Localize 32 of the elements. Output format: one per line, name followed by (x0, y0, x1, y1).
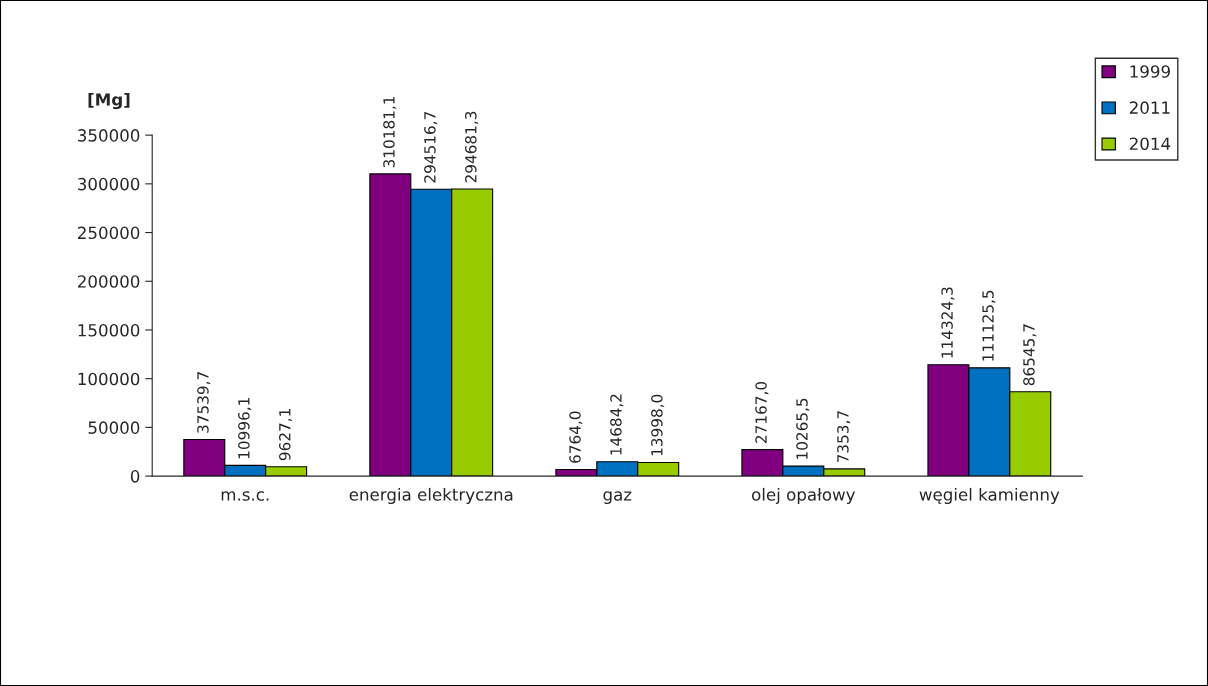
y-tick-label: 200000 (78, 275, 140, 288)
legend-label: 2014 (1129, 137, 1171, 151)
data-label: 294516,7 (424, 112, 438, 183)
y-tick-label: 0 (130, 470, 140, 483)
legend-label: 1999 (1130, 65, 1170, 78)
data-label: 114324,3 (941, 287, 955, 358)
data-label: 10265,5 (796, 398, 810, 459)
y-tick-label: 100000 (78, 372, 140, 386)
data-label: 13998,0 (651, 394, 665, 456)
data-label: 294681,3 (465, 111, 479, 183)
data-label: 86545,7 (1023, 324, 1037, 386)
y-tick-label: 150000 (78, 323, 140, 337)
data-label: 111125,5 (982, 290, 996, 361)
y-tick-label: 350000 (78, 129, 140, 142)
data-label: 14684,2 (610, 394, 624, 455)
data-label: 9627,1 (279, 409, 293, 461)
data-label: 7353,7 (837, 411, 851, 463)
x-tick-label: energia elektryczna (349, 487, 513, 505)
legend-label: 2011 (1129, 101, 1170, 114)
data-label: 37539,7 (197, 372, 211, 433)
y-tick-label: 50000 (88, 421, 140, 434)
x-tick-label: olej opałowy (752, 487, 856, 505)
data-label: 10996,1 (238, 398, 252, 459)
x-tick-label: węgiel kamienny (919, 487, 1060, 505)
data-label: 27167,0 (755, 381, 769, 443)
data-label: 6764,0 (569, 411, 583, 463)
y-tick-label: 300000 (78, 177, 140, 191)
y-tick-label: 250000 (78, 226, 140, 240)
data-label: 310181,1 (383, 96, 397, 168)
x-tick-label: gaz (603, 491, 632, 505)
y-axis-title: [Mg] (88, 92, 130, 110)
x-tick-label: m.s.c. (221, 491, 269, 501)
